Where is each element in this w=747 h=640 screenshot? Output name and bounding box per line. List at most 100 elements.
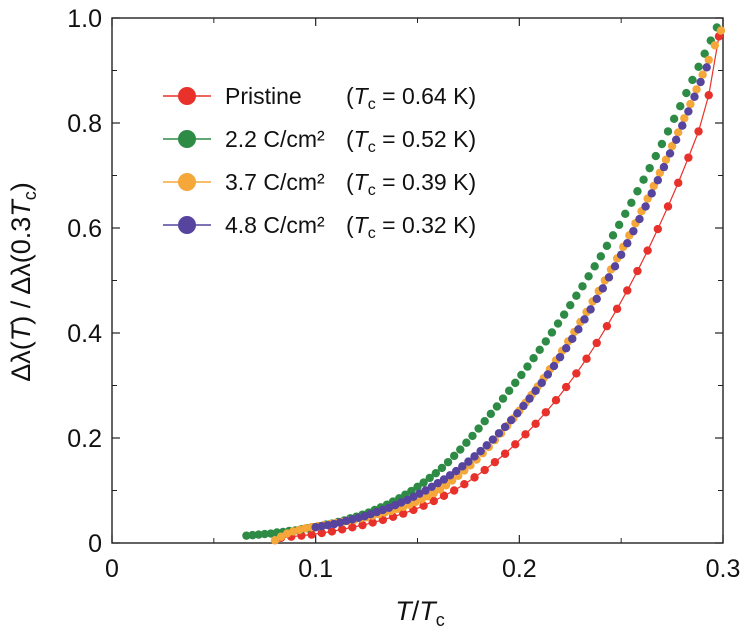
data-point	[513, 409, 522, 418]
data-point	[460, 480, 469, 489]
data-point	[537, 378, 546, 388]
legend-tc: (Tc = 0.64 K)	[346, 83, 476, 113]
data-point	[657, 139, 667, 149]
data-point	[716, 26, 726, 35]
data-point	[580, 315, 589, 324]
data-point	[694, 127, 703, 136]
x-tick-label: 0.2	[502, 555, 537, 583]
data-point	[596, 252, 605, 261]
data-point	[504, 386, 514, 395]
data-point	[445, 471, 455, 480]
data-point	[686, 99, 695, 109]
data-point	[439, 491, 449, 500]
data-point	[431, 468, 441, 478]
data-point	[429, 496, 438, 506]
data-point	[425, 473, 434, 483]
data-point	[561, 344, 571, 353]
data-point	[665, 149, 675, 158]
data-point	[566, 300, 575, 310]
data-point	[676, 102, 685, 111]
data-point	[680, 114, 689, 123]
data-point	[368, 518, 377, 527]
data-point	[443, 457, 453, 467]
data-point	[694, 62, 703, 72]
data-point	[690, 92, 699, 101]
data-point	[610, 262, 620, 271]
data-point	[476, 446, 485, 456]
data-point	[678, 121, 687, 130]
data-point	[470, 473, 479, 482]
data-point	[586, 305, 595, 314]
legend-marker	[178, 173, 196, 191]
data-point	[629, 226, 638, 236]
data-point	[572, 369, 581, 378]
data-point	[639, 175, 648, 184]
data-point	[584, 272, 593, 281]
data-point	[574, 325, 583, 334]
data-point	[582, 354, 591, 363]
legend-marker	[178, 87, 196, 105]
data-point	[531, 386, 540, 395]
legend-tc: (Tc = 0.32 K)	[346, 212, 476, 242]
data-point	[704, 90, 713, 100]
data-point	[578, 282, 587, 291]
data-point	[486, 409, 496, 419]
data-point	[621, 209, 630, 219]
data-point	[645, 163, 654, 173]
data-point	[474, 424, 483, 433]
data-point	[480, 465, 489, 475]
x-axis-label: T/Tc	[395, 596, 445, 630]
data-point	[260, 529, 269, 539]
data-point	[419, 501, 428, 510]
data-point	[525, 394, 534, 403]
data-point	[623, 239, 632, 248]
data-point	[547, 328, 557, 337]
data-point	[494, 429, 504, 438]
data-point	[543, 370, 553, 379]
data-point	[647, 189, 656, 198]
data-point	[561, 382, 571, 392]
data-point	[669, 114, 679, 124]
data-point	[490, 457, 500, 467]
data-point	[317, 528, 326, 538]
data-point	[698, 70, 707, 79]
data-point	[511, 440, 520, 449]
legend-item: 4.8 C/cm² (Tc = 0.32 K)	[163, 212, 476, 242]
data-point	[659, 162, 669, 172]
series-4	[311, 63, 711, 532]
data-point	[549, 361, 559, 371]
data-point	[684, 153, 693, 162]
data-point	[635, 214, 644, 224]
data-point	[413, 482, 422, 492]
x-tick-label: 0.1	[298, 555, 333, 583]
data-point	[684, 107, 693, 116]
data-point	[555, 352, 565, 362]
data-point	[702, 63, 711, 72]
data-point	[551, 396, 561, 405]
data-point	[568, 334, 577, 343]
data-point	[572, 291, 581, 300]
series-1	[276, 32, 724, 542]
data-point	[592, 338, 601, 348]
legend: Pristine (Tc = 0.64 K) 2.2 C/cm² (Tc = 0.52…	[163, 83, 476, 242]
data-point	[270, 536, 280, 545]
data-point	[643, 246, 652, 255]
data-point	[529, 354, 538, 363]
data-point	[437, 463, 447, 473]
data-point	[604, 273, 614, 282]
y-tick-label: 0.4	[67, 320, 102, 348]
legend-item: 3.7 C/cm² (Tc = 0.39 K)	[163, 169, 476, 199]
y-tick-label: 0	[88, 530, 102, 558]
data-point	[602, 241, 612, 251]
data-point	[710, 41, 720, 50]
data-point	[470, 452, 479, 461]
data-point	[590, 262, 599, 271]
data-point	[511, 378, 520, 388]
legend-series-name: 3.7 C/cm²	[225, 169, 325, 195]
data-point	[633, 187, 642, 196]
data-point	[482, 441, 491, 450]
legend-series-name: 2.2 C/cm²	[225, 126, 325, 152]
data-point	[500, 422, 510, 432]
data-point	[627, 198, 636, 207]
data-point	[506, 415, 516, 425]
